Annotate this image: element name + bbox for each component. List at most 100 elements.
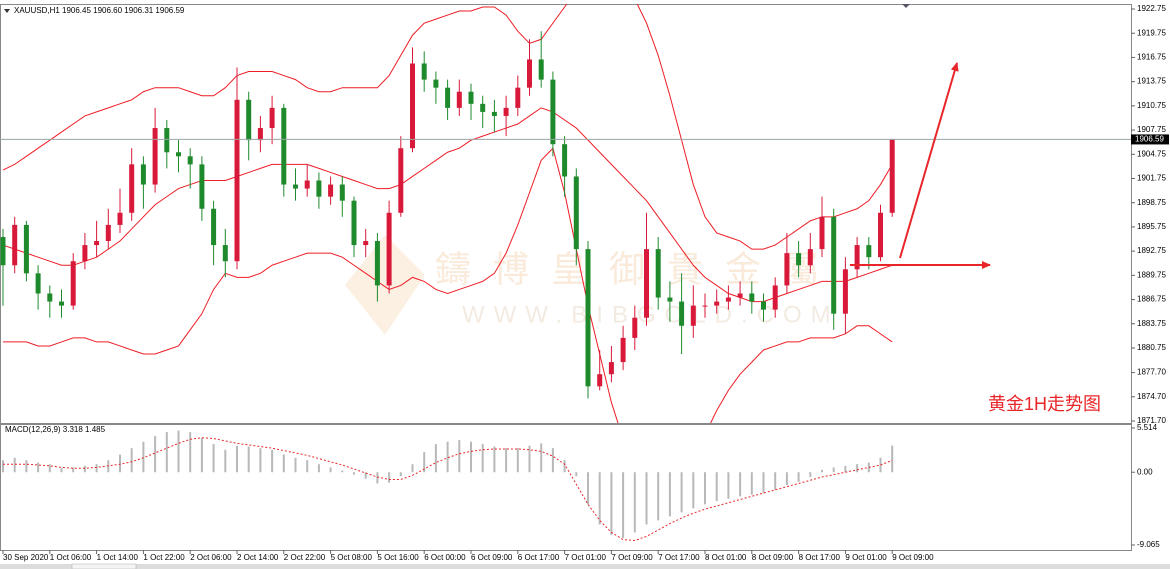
macd-bar: [189, 432, 192, 473]
candle-body: [550, 79, 556, 145]
macd-bar: [37, 462, 40, 473]
macd-bar: [891, 445, 894, 473]
macd-bar: [423, 452, 426, 473]
candle-body: [70, 261, 76, 306]
macd-bar: [13, 457, 16, 473]
macd-bar: [434, 444, 437, 473]
candle-body: [281, 107, 287, 185]
x-tick-label: 7 Oct 01:00: [565, 553, 607, 562]
macd-plot: [2, 430, 894, 541]
macd-bar: [446, 441, 449, 473]
y-tick-label: 1904.75: [1137, 149, 1166, 158]
macd-bar: [551, 448, 554, 473]
macd-bar: [411, 464, 414, 473]
candle-body: [117, 212, 123, 225]
menu-triangle[interactable]: [4, 9, 10, 13]
macd-bar: [493, 446, 496, 473]
macd-bar: [587, 472, 589, 505]
x-tick-label: 1 Oct 14:00: [97, 553, 139, 562]
price-plot: [0, 4, 1131, 423]
macd-bar: [844, 465, 847, 473]
candle-body: [23, 224, 29, 274]
macd-bar: [704, 472, 706, 505]
y-tick-label: 1889.75: [1137, 270, 1166, 279]
macd-bar: [785, 472, 788, 486]
candle-body: [222, 245, 228, 262]
x-tick-label: 1 Oct 22:00: [143, 553, 185, 562]
macd-title: MACD(12,26,9) 3.318 1.485: [5, 425, 106, 434]
x-tick-label: 2 Oct 06:00: [190, 553, 232, 562]
candle-body: [702, 305, 708, 307]
candle-body: [164, 128, 170, 153]
tab[interactable]: [71, 563, 137, 569]
candle-body: [187, 156, 193, 165]
macd-bar: [25, 460, 28, 473]
y-tick-label: 1886.75: [1137, 295, 1166, 304]
macd-bar: [165, 432, 168, 473]
x-tick-label: 6 Oct 00:00: [424, 553, 466, 562]
candle-body: [199, 164, 205, 209]
candle-body: [725, 297, 731, 302]
macd-bar: [341, 470, 344, 473]
candle-body: [246, 99, 252, 141]
candle-body: [316, 180, 322, 197]
macd-bar: [505, 448, 508, 473]
candle-body: [737, 293, 743, 298]
y-tick-label: 1892.75: [1137, 246, 1166, 255]
candle-body: [433, 79, 439, 88]
macd-bar: [774, 472, 777, 490]
macd-bar: [610, 472, 613, 535]
candle-body: [293, 184, 298, 189]
macd-bar: [470, 441, 472, 473]
candle-body: [889, 139, 895, 213]
candle-body: [257, 128, 263, 141]
macd-bar: [376, 472, 379, 484]
candle-body: [585, 249, 591, 387]
candle-body: [59, 301, 64, 306]
last-price-label: 1906.59: [1135, 135, 1164, 144]
y-tick-label: 1910.75: [1137, 101, 1166, 110]
y-tick-label: 1916.75: [1137, 53, 1166, 62]
macd-bar: [317, 464, 320, 473]
candle-body: [796, 253, 802, 266]
candle-body: [398, 148, 404, 213]
x-tick-label: 9 Oct 09:00: [892, 553, 934, 562]
macd-bar: [306, 460, 309, 473]
last-price-box: [1131, 134, 1169, 145]
macd-bar: [516, 448, 519, 473]
tab-strip: [0, 564, 1170, 569]
candle-body: [351, 200, 357, 246]
y-tick-label: 0.00: [1137, 467, 1153, 476]
candle-body: [538, 59, 544, 80]
bollinger-middle: [2, 107, 893, 303]
x-tick-label: 1 Oct 06:00: [50, 553, 92, 562]
y-tick-label: 1877.70: [1137, 368, 1166, 377]
watermark-cn: 鑄 博 皇 御 貴 金 屬: [435, 249, 825, 290]
x-tick-label: 2 Oct 22:00: [284, 553, 326, 562]
macd-bar: [271, 449, 274, 473]
candle-body: [655, 249, 661, 298]
candle-body: [176, 152, 181, 157]
macd-bar: [48, 464, 51, 473]
candle-body: [807, 249, 813, 266]
candle-body: [679, 301, 685, 326]
candle-body: [129, 164, 135, 213]
watermark-logo: [345, 235, 425, 335]
macd-bar: [2, 460, 4, 473]
candle-body: [819, 216, 825, 250]
watermark-en: WWW.BIBGOLD.COM: [462, 301, 840, 328]
macd-bar: [879, 457, 882, 473]
macd-bar: [680, 472, 683, 513]
candle-body: [363, 241, 369, 246]
axes: 1922.75 1919.75 1916.75 1913.75 1910.75 1907.…: [2, 4, 1169, 562]
candle-body: [491, 111, 497, 116]
candle-body: [82, 245, 88, 262]
macd-bar: [142, 441, 145, 473]
y-tick-label: 1919.75: [1137, 28, 1166, 37]
y-tick-label: 1907.75: [1137, 125, 1166, 134]
candle-body: [831, 216, 837, 314]
candle-body: [749, 293, 755, 302]
x-tick-label: 7 Oct 17:00: [658, 553, 700, 562]
